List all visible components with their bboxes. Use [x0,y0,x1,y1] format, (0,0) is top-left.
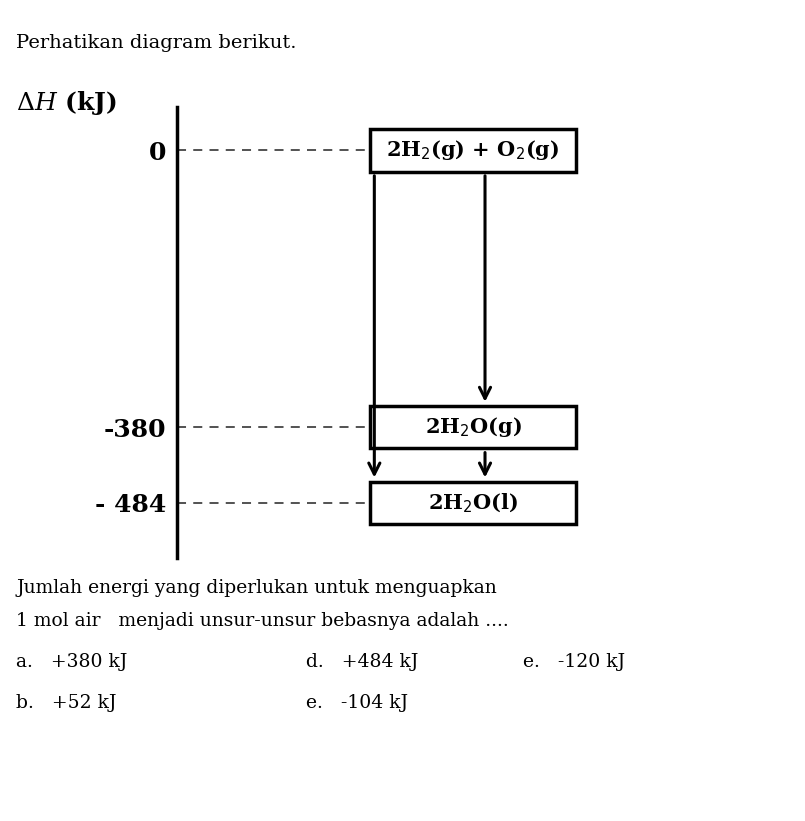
Text: e.   -120 kJ: e. -120 kJ [523,653,625,671]
Text: d.   +484 kJ: d. +484 kJ [306,653,419,671]
FancyBboxPatch shape [370,482,576,524]
Text: 2H$_2$(g) + O$_2$(g): 2H$_2$(g) + O$_2$(g) [386,139,559,163]
Text: e.   -104 kJ: e. -104 kJ [306,694,408,712]
Text: b.   +52 kJ: b. +52 kJ [16,694,117,712]
Text: Jumlah energi yang diperlukan untuk menguapkan: Jumlah energi yang diperlukan untuk meng… [16,579,497,597]
Text: $\Delta H$ (kJ): $\Delta H$ (kJ) [16,89,117,117]
Text: Perhatikan diagram berikut.: Perhatikan diagram berikut. [16,34,296,53]
Text: 2H$_2$O(l): 2H$_2$O(l) [428,491,518,515]
FancyBboxPatch shape [370,406,576,448]
Text: a.   +380 kJ: a. +380 kJ [16,653,127,671]
FancyBboxPatch shape [370,129,576,172]
Text: 2H$_2$O(g): 2H$_2$O(g) [424,415,522,439]
Text: 1 mol air   menjadi unsur-unsur bebasnya adalah ....: 1 mol air menjadi unsur-unsur bebasnya a… [16,612,509,630]
